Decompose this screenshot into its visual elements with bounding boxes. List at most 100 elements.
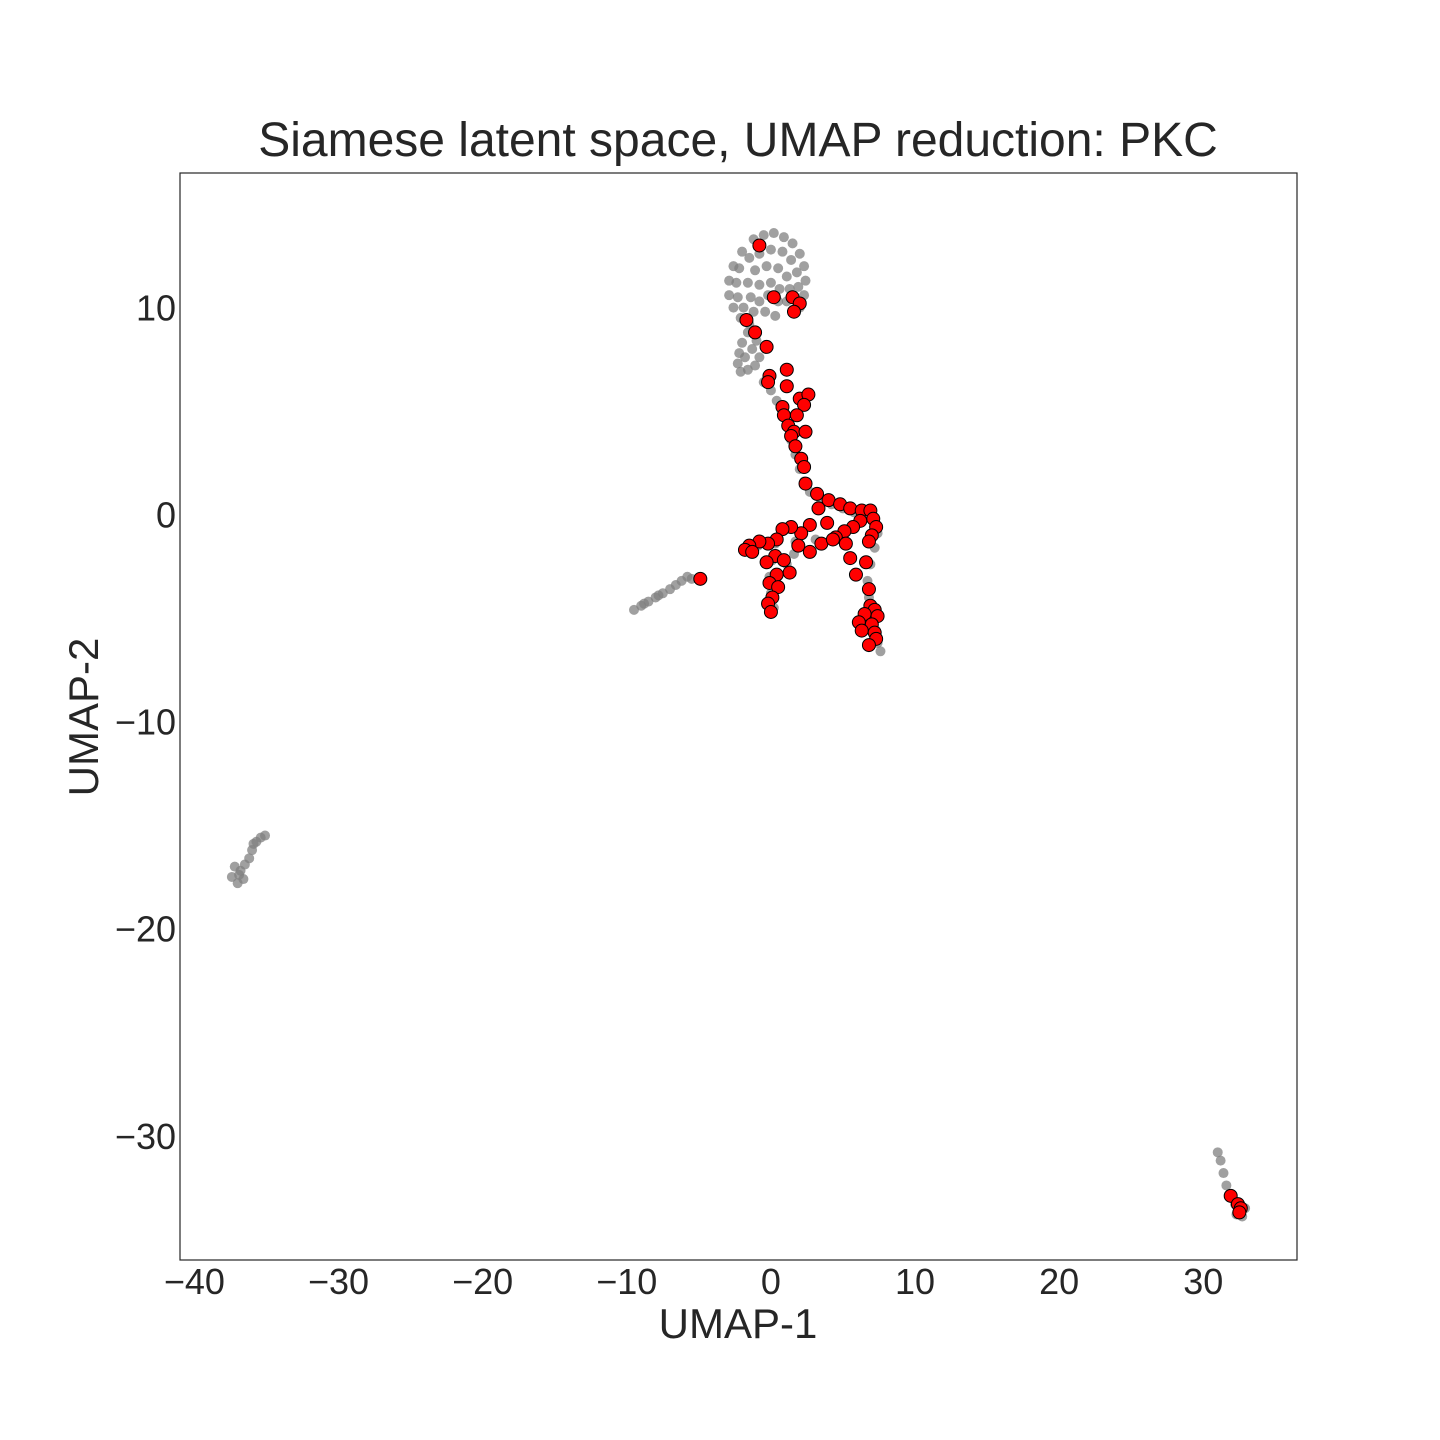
background-point bbox=[234, 869, 245, 880]
x-axis-ticks: −40 −30 −20 −10 0 10 20 30 bbox=[164, 1261, 1223, 1302]
highlight-point bbox=[776, 553, 791, 568]
y-tick-label: 10 bbox=[136, 288, 176, 329]
x-tick-label: 0 bbox=[761, 1261, 781, 1302]
highlight-point bbox=[693, 571, 708, 586]
background-point bbox=[875, 646, 886, 657]
y-tick-label: −10 bbox=[115, 702, 176, 743]
background-point bbox=[778, 232, 789, 243]
background-point bbox=[732, 292, 743, 303]
x-tick-label: −20 bbox=[452, 1261, 513, 1302]
highlight-point bbox=[843, 551, 858, 566]
highlight-point bbox=[791, 538, 806, 553]
x-tick-label: −40 bbox=[164, 1261, 225, 1302]
background-point bbox=[732, 358, 743, 369]
highlight-point bbox=[861, 582, 876, 597]
highlight-point bbox=[788, 439, 803, 454]
chart-title: Siamese latent space, UMAP reduction: PK… bbox=[258, 114, 1218, 167]
highlight-point bbox=[759, 339, 774, 354]
y-tick-label: 0 bbox=[156, 495, 176, 536]
background-point bbox=[737, 337, 748, 348]
x-tick-label: −10 bbox=[596, 1261, 657, 1302]
highlight-point bbox=[859, 555, 874, 570]
highlight-point bbox=[820, 515, 835, 530]
background-point bbox=[793, 281, 804, 292]
background-point bbox=[248, 838, 259, 849]
background-point bbox=[786, 254, 797, 265]
highlight-point bbox=[759, 555, 774, 570]
highlight-point bbox=[766, 290, 781, 305]
background-point bbox=[745, 292, 756, 303]
highlight-point bbox=[797, 397, 812, 412]
background-point bbox=[744, 252, 755, 263]
background-point bbox=[800, 275, 811, 286]
highlight-point bbox=[802, 517, 817, 532]
background-point bbox=[760, 306, 771, 317]
background-point bbox=[754, 352, 765, 363]
background-point bbox=[1221, 1180, 1232, 1191]
background-point bbox=[1218, 1168, 1229, 1179]
highlight-point bbox=[848, 567, 863, 582]
highlight-point bbox=[811, 501, 826, 516]
highlight-point bbox=[779, 362, 794, 377]
highlight-point bbox=[763, 604, 778, 619]
background-point bbox=[639, 598, 650, 609]
background-point bbox=[791, 267, 802, 278]
background-point bbox=[260, 830, 271, 841]
background-point bbox=[737, 246, 748, 257]
highlight-point bbox=[797, 460, 812, 475]
background-point bbox=[787, 238, 798, 249]
x-tick-label: 10 bbox=[895, 1261, 935, 1302]
background-point bbox=[765, 277, 776, 288]
x-axis-label: UMAP-1 bbox=[659, 1300, 818, 1347]
highlight-points-layer bbox=[693, 238, 1248, 1220]
background-point bbox=[1212, 1147, 1223, 1158]
highlight-point bbox=[761, 375, 776, 390]
background-point bbox=[758, 230, 769, 241]
highlight-point bbox=[802, 544, 817, 559]
highlight-point bbox=[782, 565, 797, 580]
highlight-point bbox=[789, 408, 804, 423]
x-tick-label: −30 bbox=[308, 1261, 369, 1302]
background-point bbox=[653, 590, 664, 601]
background-point bbox=[750, 360, 761, 371]
background-point bbox=[724, 290, 735, 301]
highlight-point bbox=[798, 476, 813, 491]
background-point bbox=[748, 306, 759, 317]
background-point bbox=[777, 246, 788, 257]
highlight-point bbox=[838, 536, 853, 551]
x-tick-label: 30 bbox=[1183, 1261, 1223, 1302]
plot-frame bbox=[179, 172, 1298, 1261]
highlight-point bbox=[779, 379, 794, 394]
background-point bbox=[770, 310, 781, 321]
background-point bbox=[768, 228, 779, 239]
background-point bbox=[244, 853, 255, 864]
background-point bbox=[739, 352, 750, 363]
y-tick-label: −30 bbox=[115, 1116, 176, 1157]
y-axis-label: UMAP-2 bbox=[60, 638, 107, 797]
background-point bbox=[781, 271, 792, 282]
background-point bbox=[742, 277, 753, 288]
background-point bbox=[731, 277, 742, 288]
x-tick-label: 20 bbox=[1039, 1261, 1079, 1302]
highlight-point bbox=[854, 623, 869, 638]
highlight-point bbox=[798, 424, 813, 439]
highlight-point bbox=[825, 532, 840, 547]
background-point bbox=[754, 279, 765, 290]
highlight-point bbox=[752, 238, 767, 253]
background-point bbox=[728, 302, 739, 313]
y-tick-label: −20 bbox=[115, 909, 176, 950]
background-point bbox=[794, 248, 805, 259]
background-point bbox=[738, 302, 749, 313]
highlight-point bbox=[861, 534, 876, 549]
background-point bbox=[773, 263, 784, 274]
background-point bbox=[799, 261, 810, 272]
y-axis-ticks: 10 0 −10 −20 −30 bbox=[115, 288, 176, 1157]
highlight-point bbox=[745, 544, 760, 559]
highlight-point bbox=[1232, 1205, 1247, 1220]
background-point bbox=[734, 263, 745, 274]
highlight-point bbox=[748, 325, 763, 340]
background-point bbox=[761, 261, 772, 272]
background-point bbox=[1215, 1155, 1226, 1166]
